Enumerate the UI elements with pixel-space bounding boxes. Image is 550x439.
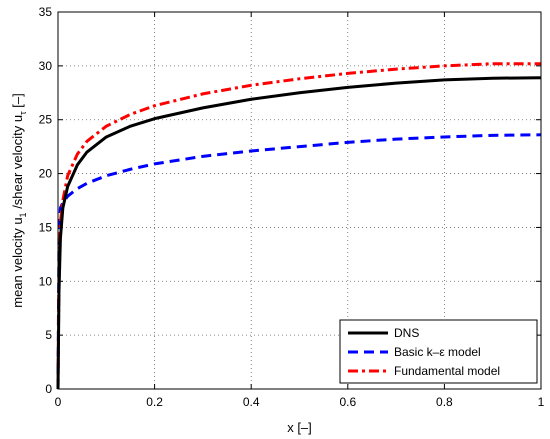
legend: DNS Basic k–ε model Fundamental model xyxy=(339,319,538,384)
x-axis-label: x [–] xyxy=(287,420,312,435)
y-tick-label: 35 xyxy=(39,5,53,19)
y-axis-label-sub2: τ xyxy=(18,111,28,115)
x-tick-label: 0 xyxy=(55,395,62,409)
y-tick-label: 30 xyxy=(39,59,53,73)
y-tick-label: 15 xyxy=(39,220,53,234)
x-tick-label: 0.2 xyxy=(146,395,163,409)
y-tick-label: 20 xyxy=(39,167,53,181)
series-line-3 xyxy=(56,62,541,390)
legend-label-3: Fundamental model xyxy=(394,364,500,378)
grid-lines xyxy=(58,12,541,389)
plot-frame xyxy=(57,11,542,390)
y-axis-label-main: mean velocity u xyxy=(10,217,25,307)
x-tick-label: 1 xyxy=(538,395,545,409)
y-tick-label: 25 xyxy=(39,113,53,127)
y-tick-label: 0 xyxy=(45,382,52,396)
y-tick-label: 10 xyxy=(39,274,53,288)
series-layer xyxy=(56,62,542,390)
series-line-1 xyxy=(56,76,542,390)
legend-label-2: Basic k–ε model xyxy=(394,345,481,359)
y-axis-label: mean velocity u1 /shear velocity uτ [–] xyxy=(10,93,28,308)
y-axis-label-end: [–] xyxy=(10,93,25,111)
y-axis-label-sub: 1 xyxy=(18,212,28,217)
y-axis-label-mid: /shear velocity u xyxy=(10,115,25,213)
legend-label-1: DNS xyxy=(394,326,419,340)
x-tick-label: 0.6 xyxy=(339,395,356,409)
x-tick-label: 0.4 xyxy=(243,395,260,409)
x-tick-label: 0.8 xyxy=(436,395,453,409)
y-tick-label: 5 xyxy=(45,328,52,342)
